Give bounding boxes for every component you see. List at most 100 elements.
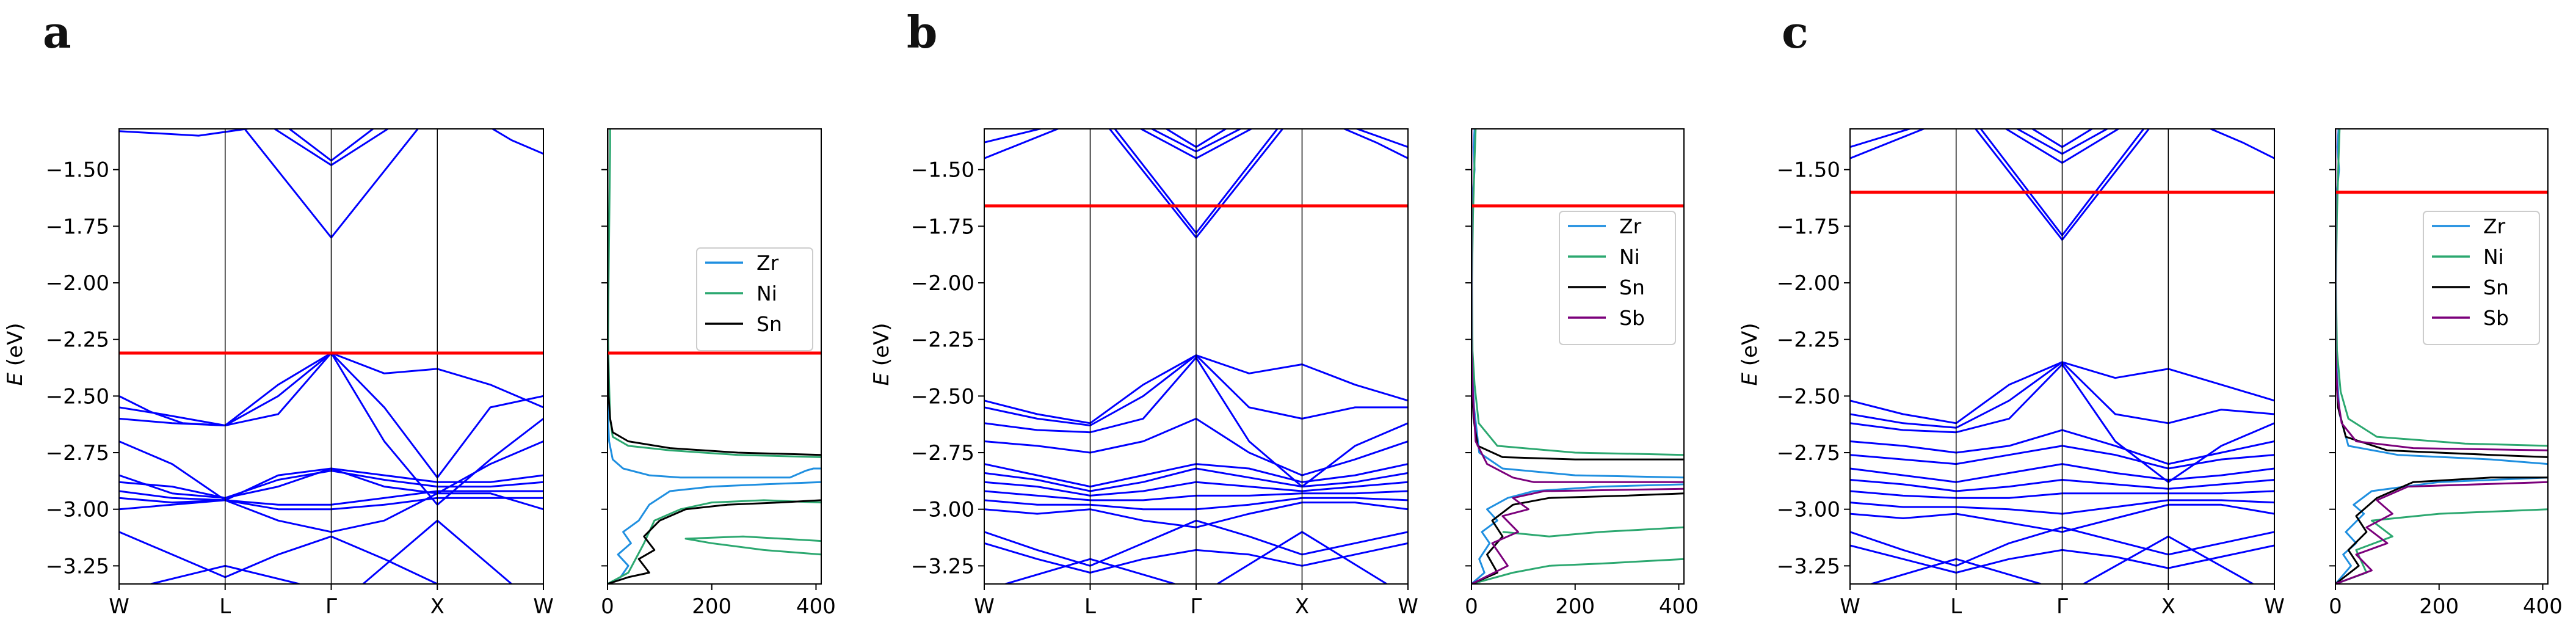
dos-line-ni	[2335, 129, 2548, 447]
dos-line-ni	[1502, 526, 1684, 538]
y-tick-label: −3.25	[46, 554, 109, 578]
y-tick-label: −1.50	[911, 158, 974, 183]
legend-label-zr: Zr	[1619, 214, 1642, 238]
x-tick-label: L	[219, 594, 231, 619]
legend: Zr Ni Sn	[696, 247, 813, 351]
x-tick-label: W	[533, 594, 554, 619]
panel-a: a E (eV) −1.50−1.75−2.00−2.25−2.50−2.75−…	[3, 6, 836, 619]
legend-label-ni: Ni	[1619, 245, 1640, 269]
y-tick-label: −2.00	[911, 271, 974, 296]
panel-c: c E (eV) −1.50−1.75−2.00−2.25−2.50−2.75−…	[1738, 6, 2563, 619]
band-structure-axes: −1.50 −1.75 −2.00 −2.25 −2.50 −2.75 −3.00 −3.25…	[1777, 128, 2285, 619]
band-line	[119, 352, 543, 479]
dos-line-sn	[1471, 492, 1684, 584]
y-tick-label: −3.00	[911, 498, 974, 522]
y-axis-label: E (eV)	[869, 323, 894, 386]
y-tick-label: −2.75	[1777, 441, 1840, 465]
legend-label-sb: Sb	[1619, 306, 1645, 330]
dos-line-zr	[608, 481, 821, 584]
y-tick-label: −2.50	[911, 384, 974, 409]
y-axis-label: E (eV)	[1738, 323, 1762, 386]
legend-label-zr: Zr	[756, 251, 779, 275]
legend: Zr Ni Sn Sb	[1559, 211, 1676, 345]
y-tick-label: −2.25	[46, 328, 109, 352]
legend-box	[696, 247, 813, 351]
band-line	[2208, 129, 2274, 159]
y-tick-label: −2.00	[46, 271, 109, 296]
dos-axes-frame	[1471, 128, 1685, 585]
dos-x-tick-label: 200	[1555, 594, 1595, 619]
dos-x-tick-label: 400	[2523, 594, 2563, 619]
band-line	[1354, 129, 1408, 148]
panel-label: a	[43, 6, 71, 58]
dos-axes-frame	[607, 128, 822, 585]
dos-line-ni	[1471, 129, 1684, 456]
dos-line-zr	[1471, 483, 1684, 584]
y-tick-label: −3.25	[911, 554, 974, 578]
dos-x-tick-label: 0	[601, 594, 614, 619]
legend-label-sn: Sn	[756, 312, 782, 336]
dos-axes: 0 200 400 Zr Ni Sn Sb	[1465, 128, 1699, 619]
band-line	[1342, 129, 1408, 159]
legend-label-sn: Sn	[1619, 275, 1645, 299]
x-tick-label: Γ	[2056, 594, 2068, 619]
x-tick-label: Γ	[325, 594, 337, 619]
legend-label-sn: Sn	[2483, 275, 2509, 299]
dos-x-tick-label: 200	[2419, 594, 2459, 619]
band-line	[1850, 129, 1913, 148]
x-tick-label: X	[1295, 594, 1309, 619]
x-tick-label: W	[1398, 594, 1418, 619]
dos-line-sn	[2335, 476, 2548, 584]
y-tick-label: −2.75	[911, 441, 974, 465]
band-line	[119, 531, 438, 584]
dos-x-tick-label: 0	[2329, 594, 2342, 619]
dos-line-sn	[2335, 129, 2548, 458]
x-tick-label: X	[430, 594, 444, 619]
dos-line-zr	[2335, 476, 2548, 584]
x-tick-label: W	[2264, 594, 2285, 619]
legend-box	[2423, 211, 2540, 345]
dos-lines	[2335, 129, 2548, 584]
y-tick-label: −1.50	[1777, 158, 1840, 183]
band-line	[490, 129, 543, 155]
legend-label-zr: Zr	[2483, 214, 2506, 238]
y-axis-label: E (eV)	[3, 323, 27, 386]
x-tick-label: L	[1950, 594, 1962, 619]
band-line	[119, 129, 253, 137]
panel-label: c	[1782, 6, 1809, 58]
y-tick-label: −2.00	[1777, 271, 1840, 296]
dos-x-tick-label: 400	[796, 594, 836, 619]
dos-line-sb	[2335, 481, 2548, 584]
x-tick-label: W	[974, 594, 995, 619]
dos-line-sn	[608, 499, 821, 584]
dos-line-sb	[1471, 487, 1684, 584]
y-tick-label: −1.50	[46, 158, 109, 183]
y-tick-label: −2.25	[911, 328, 974, 352]
legend-label-sb: Sb	[2483, 306, 2509, 330]
panel-b: b E (eV) −1.50−1.75−2.00−2.25−2.50−2.75−…	[869, 6, 1699, 619]
y-tick-label: −1.75	[46, 214, 109, 239]
dos-axes: 0 200 400 Zr Ni Sn	[601, 128, 836, 619]
x-tick-label: L	[1084, 594, 1096, 619]
band-structure-axes: −1.50 −1.75 −2.00 −2.25 −2.50 −2.75 −3.00 −3.25…	[911, 128, 1418, 619]
x-tick-label: W	[1840, 594, 1860, 619]
y-tick-label: −3.00	[1777, 498, 1840, 522]
band-line	[984, 129, 1044, 144]
legend: Zr Ni Sn Sb	[2423, 211, 2540, 345]
y-tick-label: −3.00	[46, 498, 109, 522]
y-tick-label: −3.25	[1777, 554, 1840, 578]
panel-label: b	[907, 6, 937, 58]
y-tick-label: −1.75	[911, 214, 974, 239]
dos-x-tick-label: 0	[1465, 594, 1478, 619]
dos-axes-frame	[2335, 128, 2549, 585]
dos-x-tick-label: 400	[1659, 594, 1699, 619]
x-tick-label: X	[2161, 594, 2175, 619]
dos-line-sb	[2335, 129, 2548, 451]
x-tick-label: Γ	[1191, 594, 1202, 619]
y-tick-label: −2.50	[46, 384, 109, 409]
legend-box	[1559, 211, 1676, 345]
band-line	[984, 129, 1061, 159]
legend-label-ni: Ni	[756, 282, 777, 305]
